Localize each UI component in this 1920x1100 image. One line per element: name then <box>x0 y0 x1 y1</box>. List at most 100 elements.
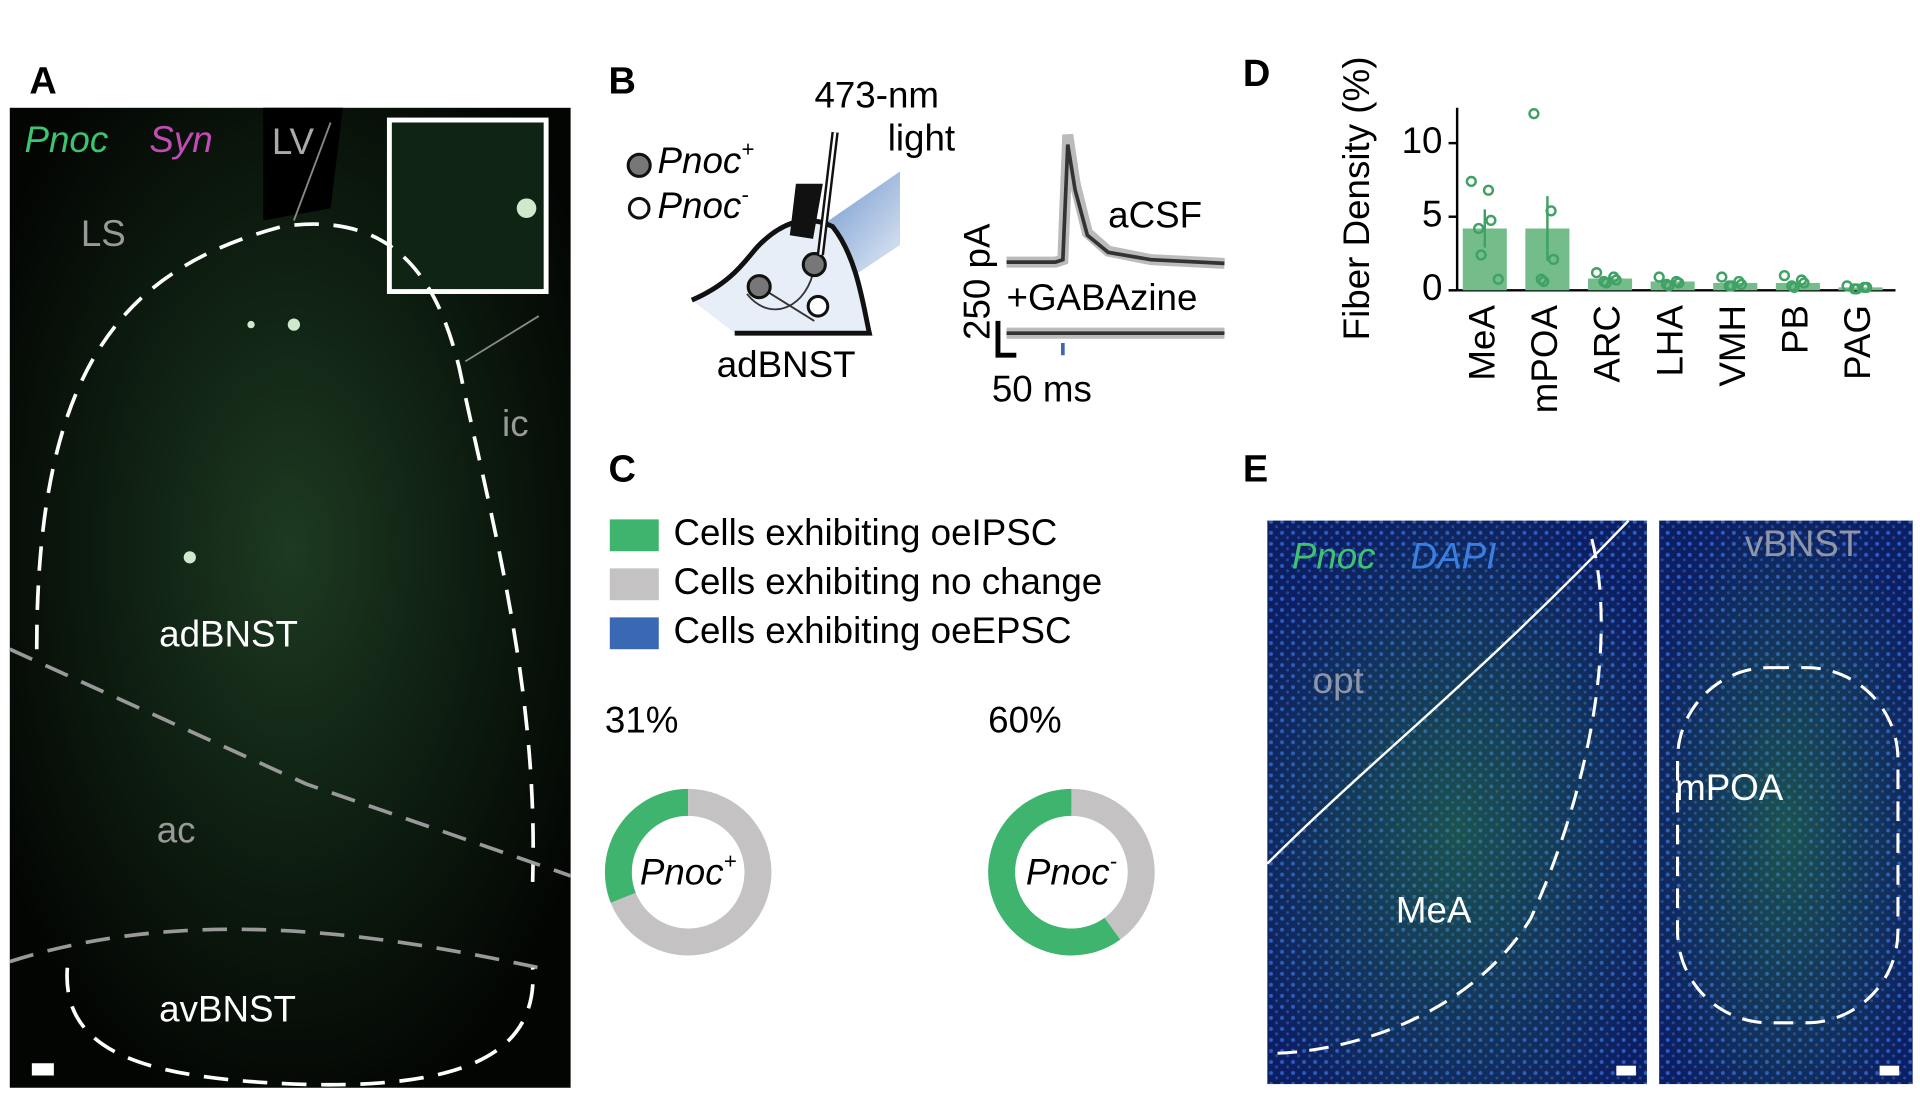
panel-letter: D <box>1243 53 1270 95</box>
data-point <box>1653 271 1665 283</box>
panel-letter: B <box>609 60 636 102</box>
data-point <box>1492 273 1504 285</box>
cell <box>516 198 537 219</box>
cell-name: Pnoc <box>658 140 742 181</box>
scale-label: 250 pA <box>956 223 997 340</box>
cell-label: Pnoc+ <box>658 136 755 180</box>
data-point <box>1528 108 1540 120</box>
cell-positive <box>746 274 772 300</box>
data-point <box>1851 283 1863 295</box>
light-label: light <box>888 118 955 159</box>
x-tick-label: MeA <box>1461 305 1502 381</box>
data-point <box>1716 271 1728 283</box>
cell-sup: + <box>741 136 754 161</box>
donut-center-label: Pnoc- <box>1026 848 1117 892</box>
channel-label: DAPI <box>1411 535 1497 576</box>
center-name: Pnoc <box>640 851 724 892</box>
image-overlay <box>1267 520 1647 1085</box>
condition-label: +GABAzine <box>1007 277 1198 318</box>
data-point <box>1663 280 1675 292</box>
legend-negative <box>627 196 651 220</box>
scale-bar <box>31 1063 54 1076</box>
region-outline <box>9 647 572 970</box>
data-point <box>1788 281 1800 294</box>
region-label: ac <box>157 810 196 851</box>
legend-label: Cells exhibiting no change <box>673 561 1102 602</box>
cell-label: Pnoc- <box>658 182 749 226</box>
region-label: LS <box>81 213 126 254</box>
x-tick-label: ARC <box>1587 305 1628 383</box>
center-sup: + <box>724 848 737 873</box>
micrograph-a: Pnoc Syn LV LS adBNST ic ac avBNST <box>9 107 572 1088</box>
cell-sup: - <box>741 182 748 207</box>
data-point <box>1600 277 1612 289</box>
schematic-b: Pnoc+ Pnoc- 473-nm light adBNST aCSF +GA… <box>626 75 1225 410</box>
region-shape <box>690 218 873 336</box>
legend-label: Cells exhibiting oeIPSC <box>673 512 1057 553</box>
region-outline <box>1267 538 1603 1055</box>
region-outline <box>1266 519 1630 865</box>
data-point <box>1535 273 1547 285</box>
channel-label: Pnoc <box>24 119 108 160</box>
pipette <box>819 132 837 255</box>
region-outline <box>1676 666 1900 1025</box>
data-point <box>1673 277 1685 289</box>
data-point <box>1778 269 1791 282</box>
legend-positive <box>626 152 652 178</box>
region-label: mPOA <box>1675 767 1784 808</box>
donut-slice <box>604 788 689 903</box>
data-point <box>1610 274 1622 286</box>
value-label: 60% <box>988 699 1062 740</box>
data-point <box>1473 222 1485 235</box>
light-label: 473-nm <box>814 75 939 116</box>
scale-label: 50 ms <box>992 369 1092 410</box>
legend-label: Cells exhibiting oeEPSC <box>673 610 1071 651</box>
y-tick-label: 0 <box>1422 267 1442 308</box>
data-point <box>1475 249 1487 261</box>
donut-slice <box>1071 788 1155 940</box>
y-axis-label: Fiber Density (%) <box>1336 57 1377 341</box>
center-name: Pnoc <box>1026 851 1110 892</box>
x-tick-label: PAG <box>1837 305 1878 380</box>
data-point <box>1590 267 1603 279</box>
channel-label: Pnoc <box>1292 535 1376 576</box>
scale-bar <box>1879 1065 1900 1076</box>
x-tick-label: VMH <box>1712 305 1753 387</box>
outline <box>293 122 540 363</box>
y-tick-label: 10 <box>1402 120 1443 161</box>
legend-swatch <box>609 519 659 552</box>
scale-bar <box>995 320 1017 358</box>
donut-slice <box>610 788 772 956</box>
region-label: ic <box>502 403 529 444</box>
x-tick-label: PB <box>1775 305 1816 354</box>
donut-slice <box>988 788 1121 956</box>
region-label: vBNST <box>1745 523 1861 564</box>
ventricle <box>263 107 343 221</box>
data-point <box>1547 253 1560 266</box>
region-label: MeA <box>1396 889 1472 930</box>
panel-letter: E <box>1243 449 1268 491</box>
legend-swatch <box>609 568 659 601</box>
region-outline <box>65 967 535 1087</box>
micrograph-e: Pnoc DAPI opt MeA vBNST mPOA <box>1266 519 1913 1085</box>
scale-bar <box>1616 1065 1636 1076</box>
cell <box>247 320 255 329</box>
cell-name: Pnoc <box>658 185 742 226</box>
region-label: adBNST <box>717 344 856 385</box>
data-point <box>1465 175 1477 188</box>
region-label: opt <box>1313 660 1364 701</box>
data-point <box>1725 280 1738 292</box>
condition-label: aCSF <box>1108 195 1202 236</box>
panel-letter: C <box>609 449 636 491</box>
data-point <box>1538 275 1550 288</box>
data-point <box>1798 277 1810 289</box>
data-point <box>1545 205 1557 217</box>
cell-positive <box>801 252 827 278</box>
region-label: adBNST <box>159 614 298 655</box>
cell <box>287 318 300 331</box>
panel-letter: A <box>29 60 56 102</box>
donut-center-label: Pnoc+ <box>640 848 737 892</box>
value-label: 31% <box>605 699 679 740</box>
trace <box>1006 144 1225 266</box>
